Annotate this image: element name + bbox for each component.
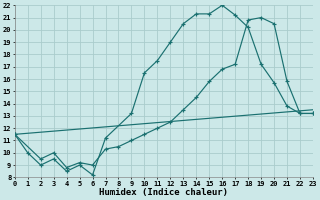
X-axis label: Humidex (Indice chaleur): Humidex (Indice chaleur) xyxy=(100,188,228,197)
